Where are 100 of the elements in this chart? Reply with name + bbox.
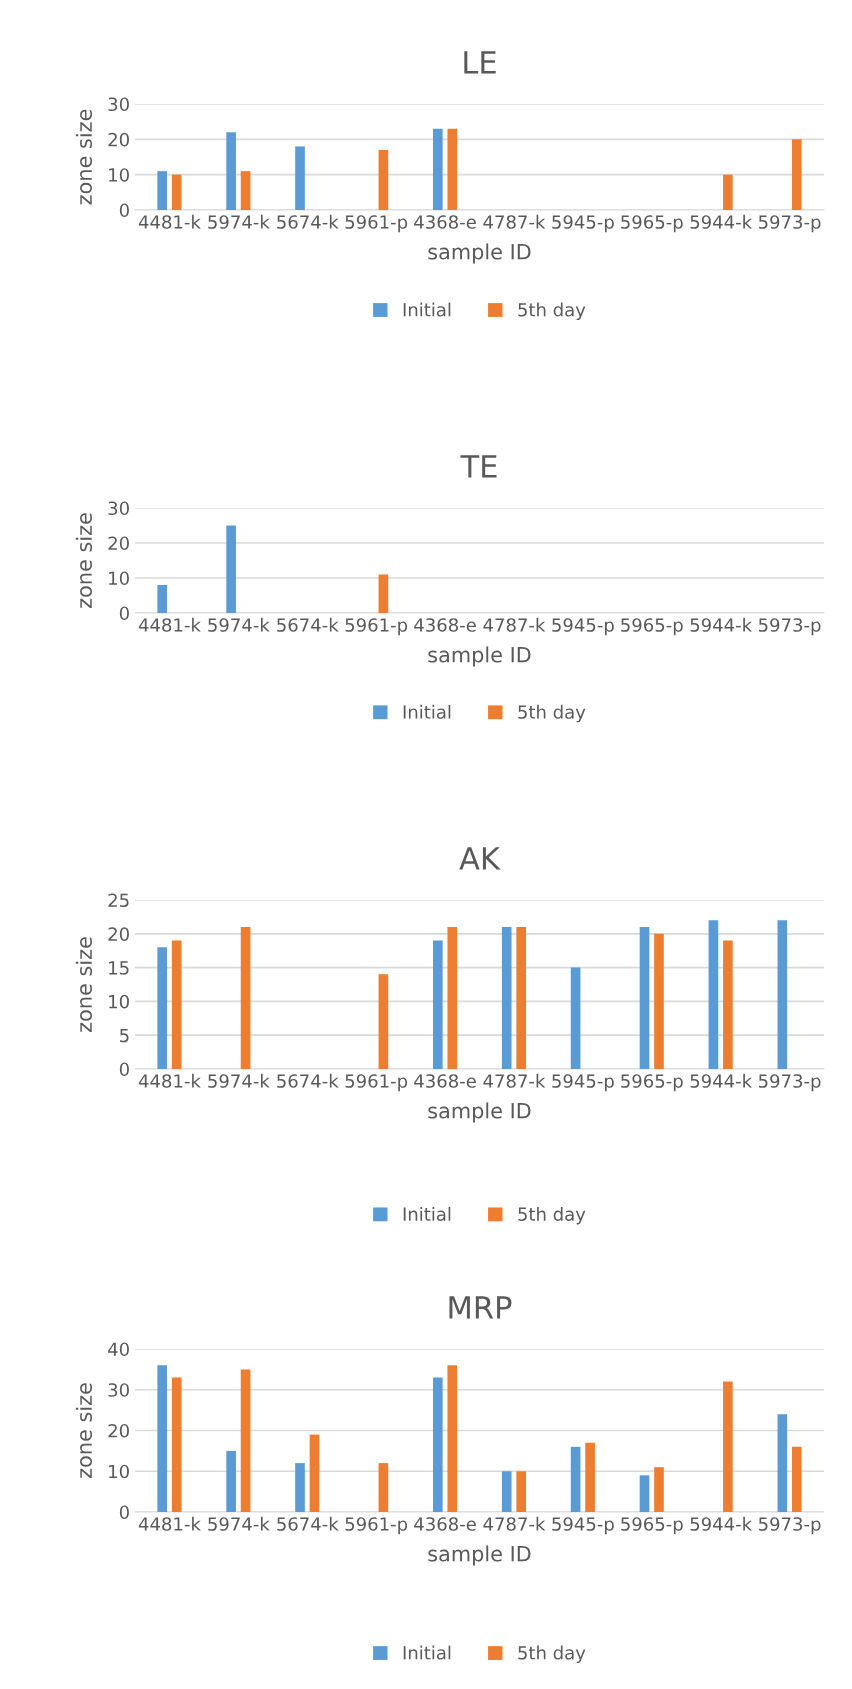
legend-label: Initial xyxy=(403,704,451,719)
x-tick-label: 5945-p xyxy=(552,1074,614,1092)
bar xyxy=(295,1463,305,1512)
y-tick-label: 5 xyxy=(120,1028,129,1043)
x-tick-label: 5973-p xyxy=(758,215,821,233)
y-tick-label: 20 xyxy=(108,132,129,147)
x-tick-label: 4787-k xyxy=(483,1073,546,1088)
legend-label: Initial xyxy=(403,302,451,317)
x-tick-label: 5961-p xyxy=(345,1517,408,1535)
x-tick-label: 5973-p xyxy=(758,1074,821,1092)
bar xyxy=(309,1434,320,1512)
bar xyxy=(378,974,389,1069)
legend-label: Initial xyxy=(403,1206,451,1221)
y-tick-label: 10 xyxy=(109,994,129,1009)
x-axis-title: sample ID xyxy=(428,1102,531,1123)
bar xyxy=(570,967,581,1069)
legend-label: 5th day xyxy=(518,302,586,321)
x-tick-label: 5944-k xyxy=(690,1073,753,1088)
x-tick-label: 4368-e xyxy=(414,1074,476,1088)
bar xyxy=(432,128,443,210)
y-tick-label: 0 xyxy=(119,1505,129,1520)
x-tick-label: 4787-k xyxy=(483,1516,546,1531)
x-tick-label: 4481-k xyxy=(138,1516,201,1531)
bar xyxy=(723,940,733,1069)
y-axis-title: zone size xyxy=(75,513,93,608)
bar xyxy=(157,1365,168,1512)
x-tick-label: 4787-k xyxy=(483,617,546,632)
x-tick-label: 5973-p xyxy=(758,618,821,636)
y-tick-label: 30 xyxy=(108,1383,129,1397)
x-tick-label: 5674-k xyxy=(277,214,339,229)
bar xyxy=(432,1377,443,1512)
bar xyxy=(708,920,719,1069)
y-tick-label: 10 xyxy=(109,571,129,586)
x-tick-label: 4368-e xyxy=(414,1517,476,1531)
bar xyxy=(447,128,458,210)
bar xyxy=(171,174,182,210)
x-tick-label: 4481-k xyxy=(138,1073,201,1088)
bar xyxy=(226,1450,236,1512)
y-tick-label: 30 xyxy=(108,501,129,516)
x-tick-label: 5974-k xyxy=(208,1516,270,1531)
bar xyxy=(654,933,664,1069)
x-tick-label: 4481-k xyxy=(138,617,201,632)
x-tick-label: 4481-k xyxy=(138,214,201,229)
y-tick-label: 10 xyxy=(109,1464,129,1479)
y-axis-title: zone size xyxy=(75,109,93,205)
y-tick-label: 20 xyxy=(108,1423,129,1438)
x-tick-label: 5974-k xyxy=(208,617,270,632)
y-axis-title: zone size xyxy=(75,937,93,1032)
x-axis-title: sample ID xyxy=(428,1545,531,1566)
y-tick-label: 25 xyxy=(108,893,129,908)
x-tick-label: 5965-p xyxy=(621,215,683,233)
chart-title: TE xyxy=(460,455,497,478)
x-tick-label: 5965-p xyxy=(621,1517,683,1535)
bar xyxy=(240,1369,251,1512)
bar xyxy=(378,1463,389,1512)
bar xyxy=(570,1446,581,1512)
y-tick-label: 30 xyxy=(108,97,129,112)
x-tick-label: 5974-k xyxy=(208,214,270,229)
chart-title: LE xyxy=(464,51,496,74)
legend-label: 5th day xyxy=(518,1206,586,1225)
bar xyxy=(226,525,236,613)
bar xyxy=(723,174,733,210)
bar xyxy=(501,927,512,1069)
bar xyxy=(447,927,458,1069)
x-tick-label: 5674-k xyxy=(277,1516,339,1531)
bar xyxy=(791,1446,802,1512)
bar xyxy=(585,1442,595,1512)
bar xyxy=(777,1414,788,1512)
y-tick-label: 15 xyxy=(109,961,129,975)
y-tick-label: 20 xyxy=(108,927,129,941)
legend-label: Initial xyxy=(403,1645,451,1660)
bar xyxy=(378,574,389,613)
bar xyxy=(240,171,251,210)
x-tick-label: 5945-p xyxy=(552,618,614,636)
y-tick-label: 10 xyxy=(109,168,129,182)
y-tick-label: 0 xyxy=(119,606,129,621)
x-tick-label: 5961-p xyxy=(345,215,408,233)
bar xyxy=(639,1475,650,1512)
bar xyxy=(157,947,168,1069)
chart-title: MRP xyxy=(449,1296,512,1319)
bar xyxy=(516,1471,527,1512)
bar xyxy=(516,927,527,1069)
bar xyxy=(157,171,168,210)
x-tick-label: 4368-e xyxy=(414,215,476,229)
x-tick-label: 5973-p xyxy=(758,1517,821,1535)
bar xyxy=(157,585,168,613)
chart-title: AK xyxy=(459,847,501,870)
bar xyxy=(171,940,182,1069)
bar xyxy=(639,927,650,1069)
x-tick-label: 5961-p xyxy=(345,1074,408,1092)
bar xyxy=(226,132,236,210)
bar xyxy=(378,149,389,210)
y-axis-title: zone size xyxy=(75,1383,93,1478)
bar xyxy=(432,940,443,1069)
bar xyxy=(447,1365,458,1512)
bar xyxy=(777,920,788,1069)
x-tick-label: 5965-p xyxy=(621,1074,683,1092)
x-tick-label: 4368-e xyxy=(414,618,476,632)
x-axis-title: sample ID xyxy=(428,243,531,264)
legend-label: 5th day xyxy=(518,1645,586,1664)
